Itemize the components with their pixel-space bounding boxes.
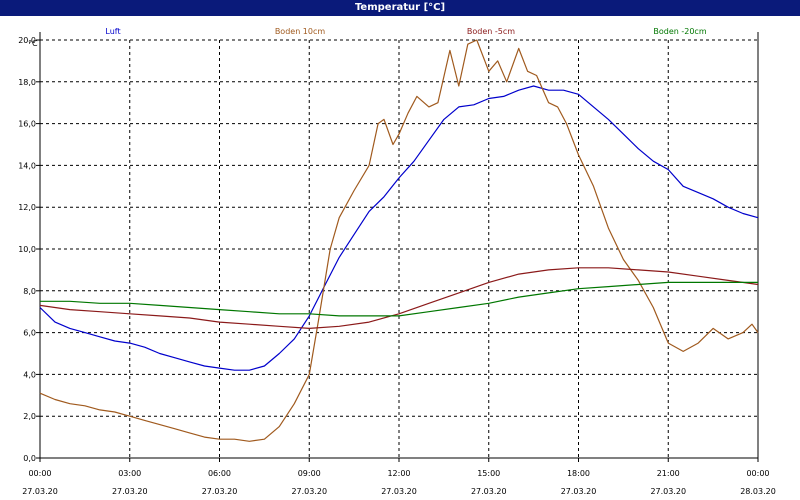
x-tick-label-time: 18:00 xyxy=(567,469,590,478)
series-line xyxy=(40,281,758,317)
series-line xyxy=(39,85,759,371)
y-tick-label: 14,0 xyxy=(18,161,36,170)
series-lines xyxy=(39,39,759,442)
y-tick-label: 18,0 xyxy=(18,78,36,87)
grid xyxy=(40,39,758,458)
x-tick-label-time: 09:00 xyxy=(298,469,321,478)
x-tick-label-time: 12:00 xyxy=(387,469,410,478)
series-line xyxy=(39,39,759,442)
series-line xyxy=(39,267,759,329)
temperature-chart: 0,0 2,0 4,0 6,0 8,0 10,0 12,0 14,0 16,0 18,0 20,0 0… xyxy=(0,16,800,500)
y-tick-label: 0,0 xyxy=(23,454,36,463)
y-tick-label: 2,0 xyxy=(23,412,36,421)
legend-entry: Boden -5cm xyxy=(467,27,515,36)
legend-entry: Boden 10cm xyxy=(275,27,326,36)
y-tick-label: 10,0 xyxy=(18,245,36,254)
y-tick-label: 8,0 xyxy=(23,287,36,296)
y-tick-label: 20,0 xyxy=(18,36,36,45)
y-tick-label: 12,0 xyxy=(18,203,36,212)
x-tick-label-date: 27.03.20 xyxy=(202,487,238,496)
x-tick-label-time: 21:00 xyxy=(657,469,680,478)
y-axis-unit: °C xyxy=(28,39,38,48)
x-tick-label-date: 27.03.20 xyxy=(561,487,597,496)
y-tick-label: 16,0 xyxy=(18,120,36,129)
x-tick-label-time: 00:00 xyxy=(746,469,769,478)
x-tick-label-time: 00:00 xyxy=(28,469,51,478)
x-tick-label-date: 28.03.20 xyxy=(740,487,776,496)
axes: 0,0 2,0 4,0 6,0 8,0 10,0 12,0 14,0 16,0 18,0 20,0 0… xyxy=(18,32,776,496)
x-tick-label-date: 27.03.20 xyxy=(381,487,417,496)
chart-title: Temperatur [°C] xyxy=(0,0,800,16)
y-tick-label: 4,0 xyxy=(23,370,36,379)
x-tick-label-time: 03:00 xyxy=(118,469,141,478)
chart-background xyxy=(0,16,800,500)
legend: Luft Boden 10cm Boden -5cm Boden -20cm xyxy=(105,27,706,36)
legend-entry: Boden -20cm xyxy=(653,27,706,36)
x-tick-label-date: 27.03.20 xyxy=(22,487,58,496)
x-tick-label-date: 27.03.20 xyxy=(112,487,148,496)
y-tick-label: 6,0 xyxy=(23,329,36,338)
x-tick-label-date: 27.03.20 xyxy=(471,487,507,496)
x-tick-label-date: 27.03.20 xyxy=(291,487,327,496)
x-tick-label-time: 15:00 xyxy=(477,469,500,478)
x-tick-label-time: 06:00 xyxy=(208,469,231,478)
legend-entry: Luft xyxy=(105,27,120,36)
x-tick-label-date: 27.03.20 xyxy=(650,487,686,496)
